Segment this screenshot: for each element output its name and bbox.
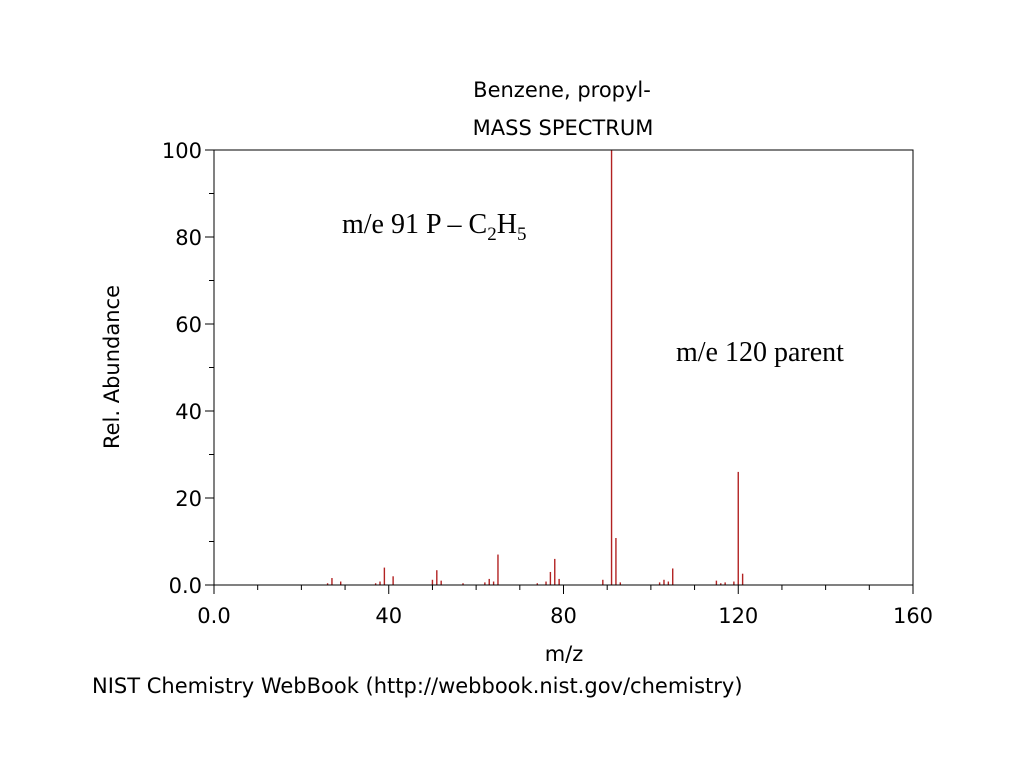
x-tick-label: 80 xyxy=(550,604,577,628)
y-tick-label: 20 xyxy=(175,487,202,511)
y-tick-label: 0.0 xyxy=(169,574,202,598)
plot-frame xyxy=(213,149,914,586)
annotation-parent-peak: m/e 120 parent xyxy=(676,337,844,368)
y-tick-label: 100 xyxy=(162,139,202,163)
x-tick-label: 160 xyxy=(893,604,933,628)
footer-credit: NIST Chemistry WebBook (http://webbook.n… xyxy=(92,674,743,698)
annotation-base-peak-prefix: m/e 91 P – C xyxy=(342,209,487,240)
x-tick-label: 120 xyxy=(718,604,758,628)
chart-subtitle: MASS SPECTRUM xyxy=(473,116,654,140)
x-axis-label: m/z xyxy=(545,642,584,666)
annotation-base-peak-mid: H xyxy=(497,209,517,240)
x-tick-label: 0.0 xyxy=(197,604,230,628)
y-tick-label: 60 xyxy=(175,313,202,337)
x-tick-label: 40 xyxy=(375,604,402,628)
annotation-base-peak-sub1: 2 xyxy=(487,224,497,245)
y-tick-label: 40 xyxy=(175,400,202,424)
y-axis-label: Rel. Abundance xyxy=(100,285,124,449)
annotation-base-peak-sub2: 5 xyxy=(517,224,527,245)
chart-title: Benzene, propyl- xyxy=(473,78,651,102)
spectrum-bars xyxy=(326,150,744,585)
y-tick-label: 80 xyxy=(175,226,202,250)
axis-ticks: 0.0 40 80 120 160 0.0 20 40 60 80 100 xyxy=(162,139,933,628)
annotation-base-peak: m/e 91 P – C2H5 xyxy=(342,209,526,245)
